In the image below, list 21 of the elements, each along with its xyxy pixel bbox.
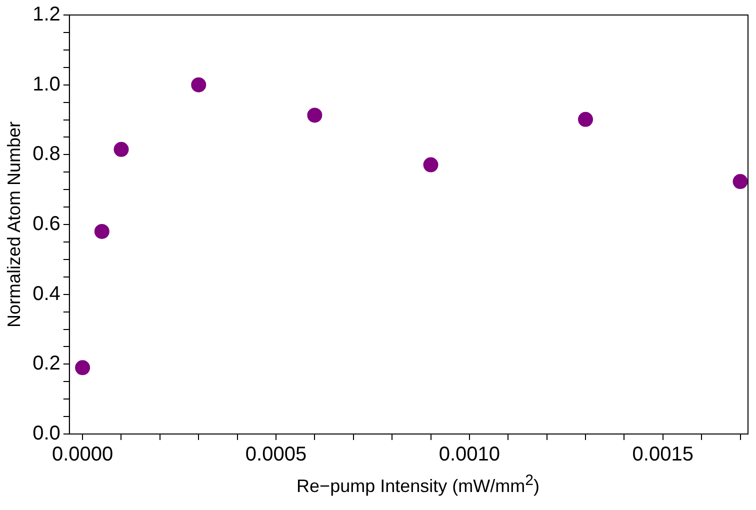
point: [307, 108, 322, 123]
x-tick-label: 0.0015: [632, 444, 694, 466]
point: [114, 142, 129, 157]
point: [578, 112, 594, 127]
y-tick-label: 1.2: [32, 4, 60, 26]
y-tick-label: 0.0: [32, 422, 60, 445]
y-tick-label: 0.8: [32, 143, 60, 166]
y-tick-label: 0.4: [32, 282, 60, 305]
y-tick-label: 1.0: [32, 73, 60, 96]
y-tick-label: 0.6: [32, 213, 60, 236]
y-axis-title: Normalized Atom Number: [4, 121, 24, 328]
y-tick-label: 0.2: [32, 352, 60, 375]
point: [191, 77, 206, 92]
x-tick-label: 0.0005: [245, 444, 307, 466]
x-tick-label: 0.0010: [438, 444, 500, 466]
point: [732, 174, 748, 190]
point: [94, 224, 110, 239]
x-tick-label: 0.0000: [52, 444, 114, 466]
x-axis-title: Re−pump Intensity (mW/mm$^{2}$): [296, 472, 540, 497]
point: [423, 157, 438, 172]
point: [75, 360, 90, 376]
